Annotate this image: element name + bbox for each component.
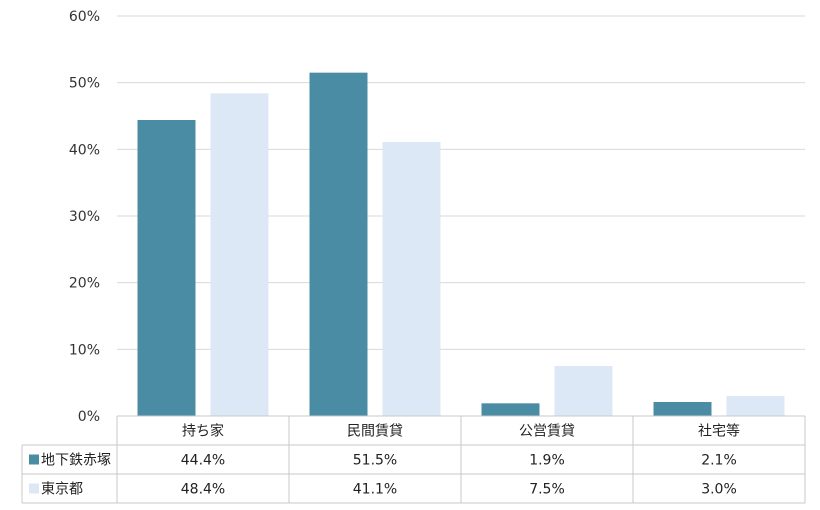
category-label: 社宅等	[698, 423, 740, 440]
data-cell: 41.1%	[353, 482, 397, 498]
data-cell: 51.5%	[353, 453, 397, 469]
data-cell: 44.4%	[181, 453, 225, 469]
y-tick-label: 10%	[69, 342, 100, 358]
data-cell: 7.5%	[529, 482, 565, 498]
legend-swatch	[29, 483, 39, 494]
data-cell: 48.4%	[181, 482, 225, 498]
bar	[210, 93, 269, 416]
bar	[137, 120, 196, 416]
data-cell: 2.1%	[701, 453, 737, 469]
y-tick-label: 0%	[78, 409, 100, 425]
legend-swatch	[29, 454, 39, 465]
category-label: 民間賃貸	[347, 424, 403, 440]
y-tick-label: 20%	[69, 276, 100, 292]
y-tick-label: 40%	[69, 142, 100, 158]
data-cell: 1.9%	[529, 453, 565, 469]
legend-label: 地下鉄赤塚	[41, 453, 111, 469]
category-label: 公営賃貸	[519, 424, 575, 440]
bar	[481, 403, 540, 416]
category-label: 持ち家	[182, 423, 224, 440]
y-tick-label: 50%	[69, 76, 100, 92]
legend-label: 東京都	[41, 482, 83, 498]
bar	[653, 402, 712, 416]
bar	[382, 142, 441, 416]
y-tick-label: 30%	[69, 209, 100, 225]
y-tick-labels: 0% 10% 20% 30% 40% 50% 60%	[69, 9, 100, 425]
bars	[137, 72, 785, 417]
bar	[726, 396, 785, 416]
y-tick-label: 60%	[69, 9, 100, 25]
bar	[309, 72, 368, 417]
data-cell: 3.0%	[701, 482, 737, 498]
bar	[554, 366, 613, 416]
